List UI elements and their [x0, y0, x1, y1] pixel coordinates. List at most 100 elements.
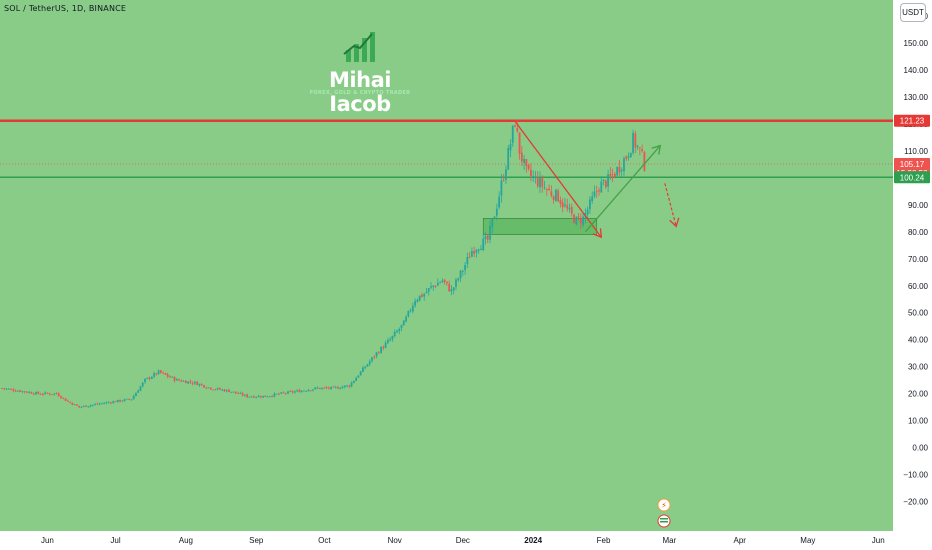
candle-body	[266, 396, 269, 398]
candle-body	[64, 398, 67, 401]
candle-body	[62, 397, 65, 399]
candle-body	[589, 199, 591, 210]
candle-body	[495, 208, 498, 216]
candle-body	[203, 385, 205, 388]
candle-body	[455, 279, 457, 287]
candle-body	[638, 147, 641, 149]
currency-selector[interactable]: USDT	[900, 3, 926, 22]
candle-body	[289, 391, 292, 392]
candle-body	[187, 381, 190, 384]
candle-body	[78, 405, 81, 408]
candle-body	[271, 396, 274, 397]
candle-body	[364, 366, 367, 368]
candle-body	[184, 380, 187, 384]
candle-body	[182, 380, 185, 382]
candle-body	[498, 196, 501, 208]
price-axis-background[interactable]	[893, 0, 932, 531]
projection-arrowhead	[669, 217, 680, 228]
candle-body	[57, 393, 60, 397]
candle-body	[239, 393, 242, 394]
down-trend-arrow-line	[514, 120, 602, 238]
candle-body	[230, 391, 233, 393]
candle-body	[282, 392, 285, 394]
candle-body	[627, 156, 630, 158]
candle-body	[175, 379, 178, 381]
candle-body	[198, 383, 201, 386]
candle-body	[173, 376, 176, 381]
event-icons: ⚡	[657, 498, 671, 528]
candle-body	[348, 385, 351, 387]
x-tick-label: Feb	[597, 536, 611, 545]
candle-body	[205, 387, 208, 389]
candle-body	[446, 281, 448, 284]
candle-body	[614, 173, 616, 177]
candle-body	[480, 248, 482, 251]
candle-body	[532, 176, 535, 178]
candle-body	[110, 402, 112, 404]
candle-body	[259, 396, 262, 398]
candle-body	[459, 270, 462, 279]
symbol-title[interactable]: SOL / TetherUS, 1D, BINANCE	[4, 4, 127, 13]
candle-body	[171, 376, 174, 378]
candle-body	[275, 393, 278, 395]
candle-body	[146, 377, 149, 379]
candle-body	[411, 305, 414, 312]
support-badge-text: 100.24	[900, 173, 925, 182]
candle-body	[484, 236, 487, 240]
candle-body	[51, 394, 53, 395]
candle-body	[355, 377, 358, 382]
y-tick-label: 30.00	[908, 363, 929, 372]
candle-body	[3, 388, 6, 390]
candle-body	[234, 391, 237, 394]
candle-body	[73, 404, 76, 406]
candle-body	[391, 335, 394, 340]
candle-body	[255, 396, 258, 398]
x-tick-label: Aug	[179, 536, 193, 545]
candle-body	[139, 386, 142, 391]
candle-body	[41, 394, 44, 395]
y-tick-label: 60.00	[908, 282, 929, 291]
candle-body	[593, 191, 596, 197]
candle-body	[561, 202, 564, 208]
time-axis-background[interactable]	[0, 531, 932, 550]
candle-body	[636, 145, 639, 147]
candle-body	[284, 393, 287, 394]
candle-body	[618, 166, 621, 173]
candle-body	[178, 379, 180, 381]
candle-body	[318, 387, 321, 389]
candle-body	[475, 250, 478, 253]
candle-body	[400, 324, 403, 329]
candle-body	[28, 391, 31, 393]
candle-body	[225, 389, 228, 392]
y-tick-label: 0.00	[912, 444, 928, 453]
candle-body	[436, 282, 439, 286]
candle-body	[520, 152, 523, 162]
dividend-event-icon[interactable]	[657, 498, 671, 512]
candle-body	[337, 387, 339, 389]
candle-body	[566, 205, 569, 209]
watermark-logo: Mihai Iacob FOREX, GOLD & CRYPTO TRADER	[300, 28, 430, 116]
candle-body	[559, 200, 562, 204]
candle-body	[418, 295, 421, 301]
candle-body	[150, 376, 153, 379]
time-axis: Jun Jul Aug Sep Oct Nov Dec 2024 Feb Mar Apr May Jun	[41, 536, 885, 545]
candle-body	[257, 395, 260, 398]
candle-body	[144, 378, 146, 383]
candle-body	[287, 391, 289, 394]
candle-body	[543, 187, 546, 189]
candle-body	[157, 370, 160, 375]
candle-body	[373, 356, 376, 358]
candle-body	[312, 389, 314, 391]
candle-body	[85, 405, 87, 407]
candle-body	[264, 395, 267, 397]
candle-body	[96, 403, 99, 405]
candle-body	[46, 392, 49, 394]
x-tick-label: Nov	[388, 536, 402, 545]
candle-body	[405, 316, 407, 322]
candle-body	[166, 374, 169, 377]
candle-body	[441, 280, 444, 283]
candle-body	[91, 404, 94, 406]
candle-body	[452, 287, 455, 291]
